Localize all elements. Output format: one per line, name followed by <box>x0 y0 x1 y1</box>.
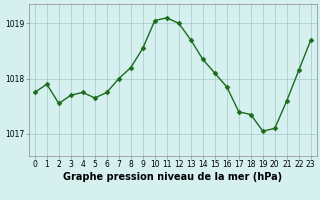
X-axis label: Graphe pression niveau de la mer (hPa): Graphe pression niveau de la mer (hPa) <box>63 172 282 182</box>
